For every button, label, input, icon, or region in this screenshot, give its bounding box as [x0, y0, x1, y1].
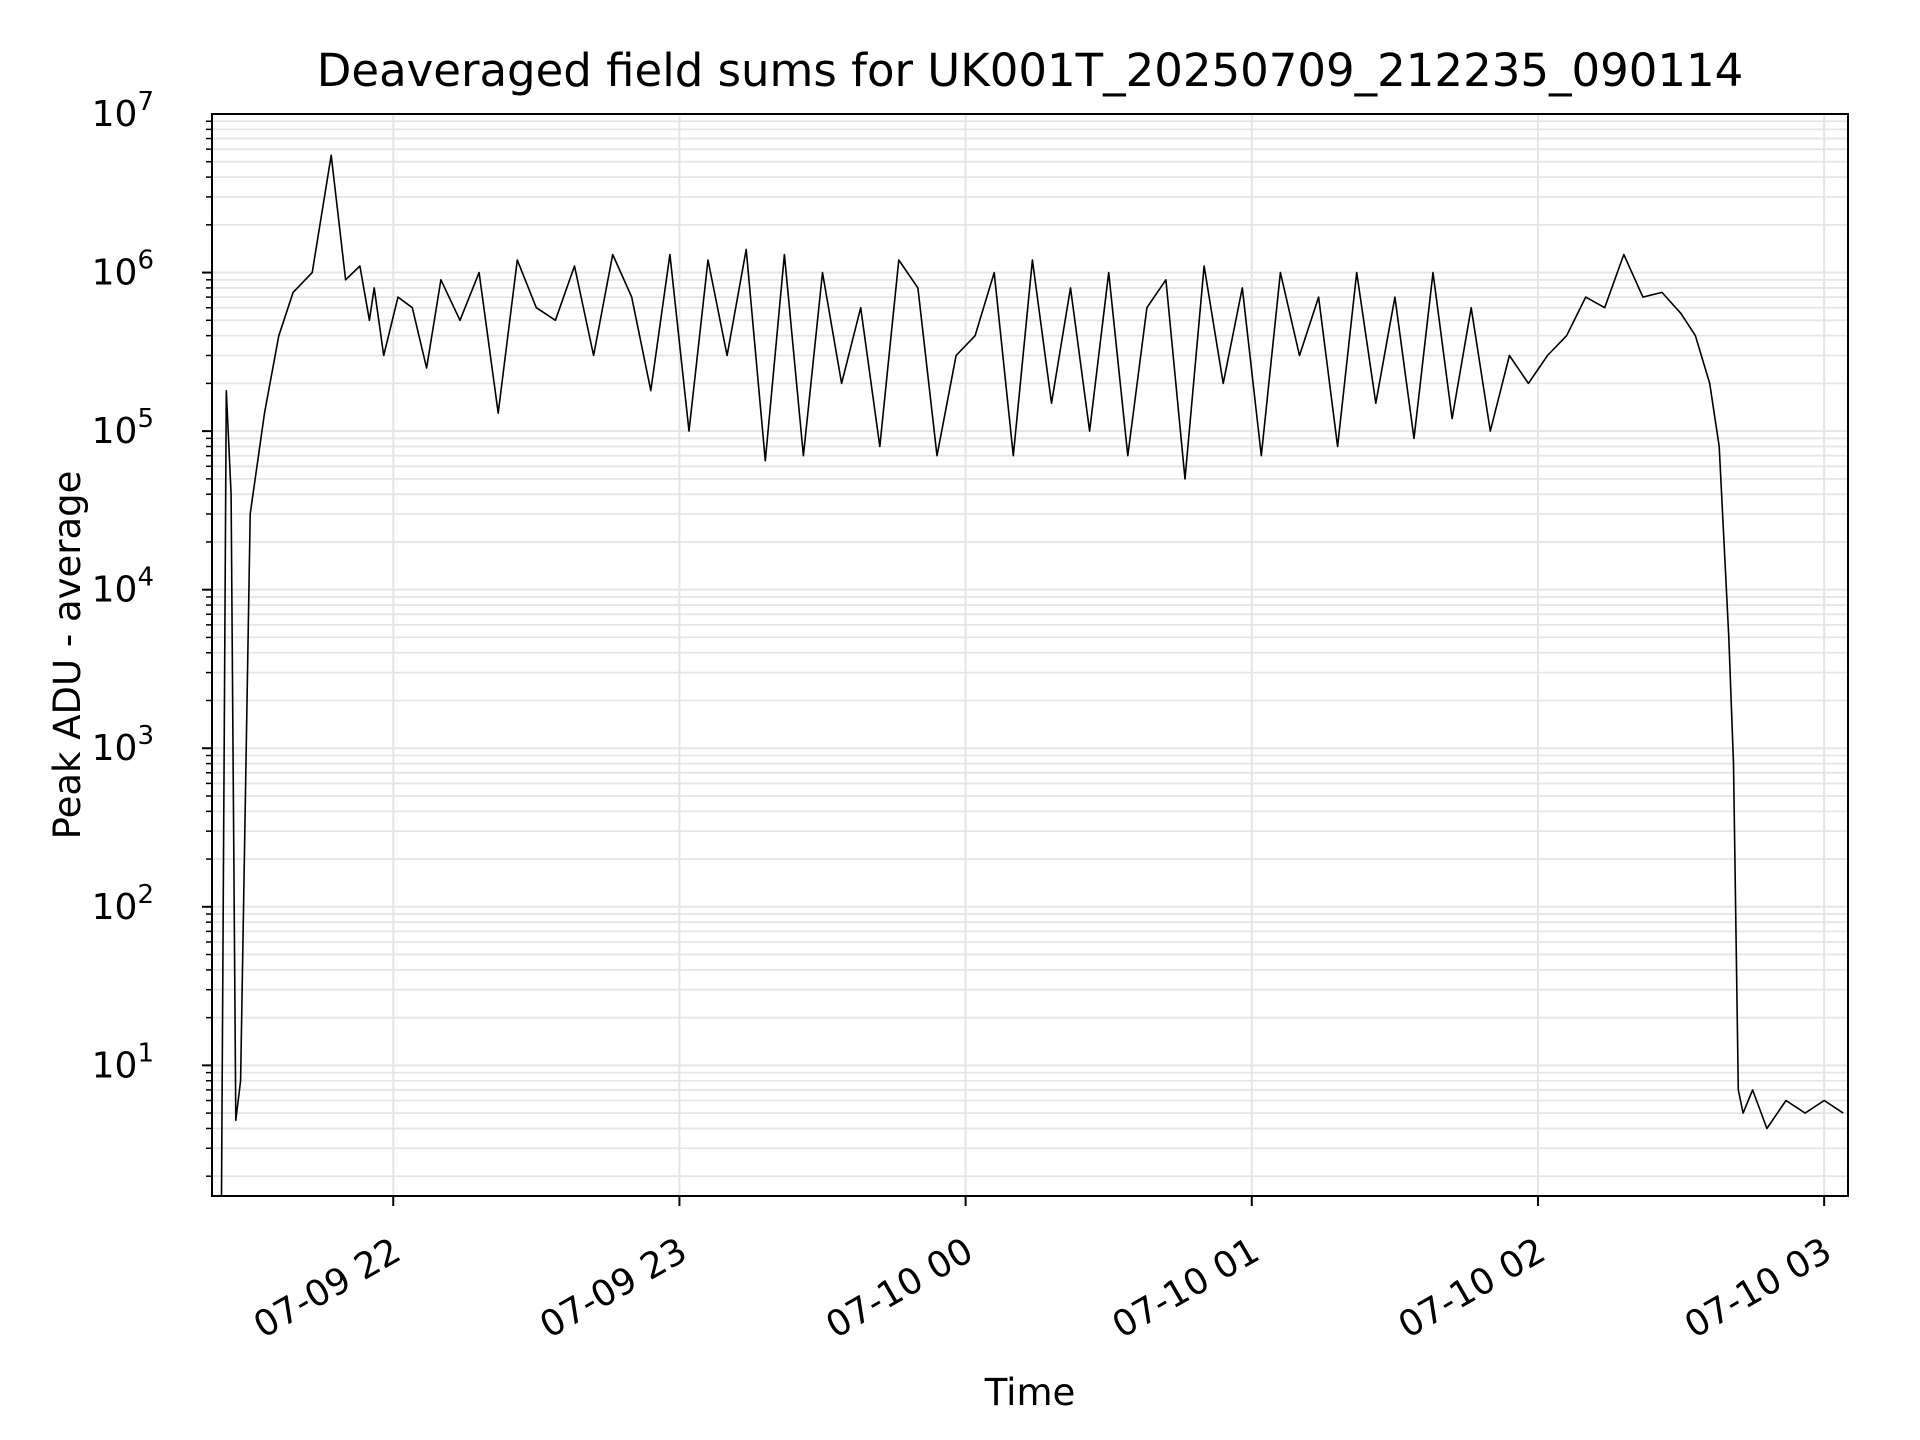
chart-title: Deaveraged field sums for UK001T_2025070… — [317, 44, 1744, 97]
y-tick-label: 101 — [92, 1038, 154, 1086]
series-layer — [220, 154, 1844, 1197]
y-tick-label: 104 — [92, 563, 154, 611]
x-tick-label: 07-09 23 — [533, 1230, 694, 1346]
grid — [212, 114, 1848, 1196]
y-tick-label: 106 — [92, 246, 154, 294]
series-line — [220, 154, 1844, 1197]
y-tick-label: 102 — [92, 880, 154, 928]
x-tick-label: 07-10 03 — [1678, 1230, 1839, 1346]
x-tick-label: 07-10 00 — [819, 1230, 980, 1346]
x-tick-label: 07-10 01 — [1106, 1230, 1267, 1346]
plot-frame — [211, 113, 1849, 1197]
x-axis-label: Time — [984, 1371, 1076, 1414]
x-tick-label: 07-10 02 — [1392, 1230, 1553, 1346]
x-tick-label: 07-09 22 — [247, 1230, 408, 1346]
y-tick-label: 107 — [92, 87, 154, 135]
y-tick-label: 103 — [92, 721, 154, 769]
y-axis-label: Peak ADU - average — [46, 471, 89, 840]
y-tick-label: 105 — [92, 404, 154, 452]
